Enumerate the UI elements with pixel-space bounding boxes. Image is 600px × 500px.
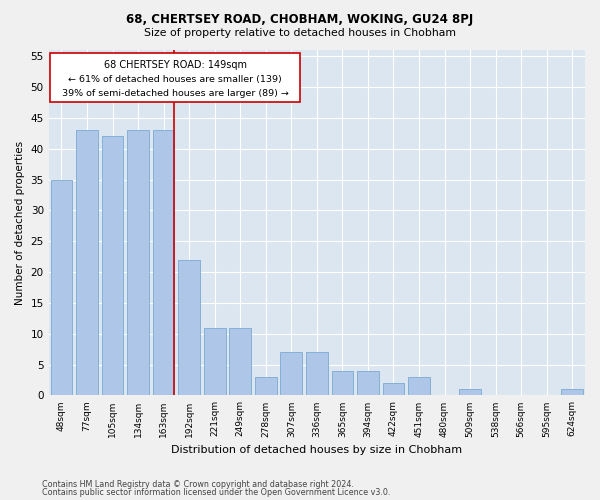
Bar: [332, 371, 353, 396]
Text: Contains public sector information licensed under the Open Government Licence v3: Contains public sector information licen…: [42, 488, 391, 497]
Bar: [76, 130, 98, 396]
Bar: [50, 180, 72, 396]
Bar: [306, 352, 328, 396]
Bar: [178, 260, 200, 396]
Bar: [50, 53, 300, 102]
Text: 68, CHERTSEY ROAD, CHOBHAM, WOKING, GU24 8PJ: 68, CHERTSEY ROAD, CHOBHAM, WOKING, GU24…: [127, 12, 473, 26]
Y-axis label: Number of detached properties: Number of detached properties: [15, 140, 25, 305]
Bar: [562, 390, 583, 396]
Bar: [101, 136, 124, 396]
Text: Size of property relative to detached houses in Chobham: Size of property relative to detached ho…: [144, 28, 456, 38]
Bar: [229, 328, 251, 396]
Text: 68 CHERTSEY ROAD: 149sqm: 68 CHERTSEY ROAD: 149sqm: [104, 60, 247, 70]
Bar: [127, 130, 149, 396]
Text: Contains HM Land Registry data © Crown copyright and database right 2024.: Contains HM Land Registry data © Crown c…: [42, 480, 354, 489]
Bar: [204, 328, 226, 396]
Bar: [408, 377, 430, 396]
Text: 39% of semi-detached houses are larger (89) →: 39% of semi-detached houses are larger (…: [62, 89, 289, 98]
Bar: [280, 352, 302, 396]
Bar: [357, 371, 379, 396]
Bar: [459, 390, 481, 396]
Text: ← 61% of detached houses are smaller (139): ← 61% of detached houses are smaller (13…: [68, 74, 282, 84]
Bar: [383, 383, 404, 396]
X-axis label: Distribution of detached houses by size in Chobham: Distribution of detached houses by size …: [171, 445, 463, 455]
Bar: [153, 130, 175, 396]
Bar: [255, 377, 277, 396]
